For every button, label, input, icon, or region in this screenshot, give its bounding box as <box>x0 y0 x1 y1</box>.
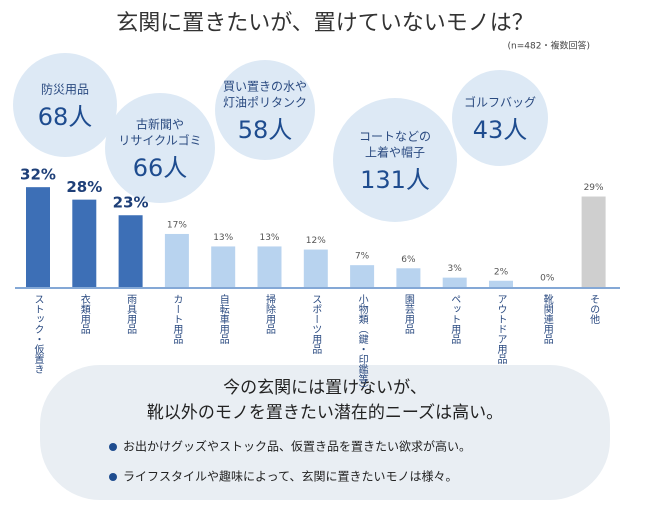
bubble-label: 灯油ポリタンク <box>223 96 307 110</box>
title: 玄関に置きたいが、置けていないモノは？ <box>116 11 534 36</box>
bubble-count: 66人 <box>133 154 188 182</box>
bubble-count: 58人 <box>238 116 293 144</box>
bar <box>164 233 189 287</box>
bar <box>26 187 50 287</box>
value-label: 7% <box>355 252 370 262</box>
value-label: 6% <box>401 255 416 265</box>
summary-heading: 靴以外のモノを置きたい潜在的ニーズは高い。 <box>147 403 503 423</box>
category-label: アウトドア用品 <box>495 294 507 365</box>
value-label: 29% <box>584 183 604 193</box>
bullet-dot <box>109 443 117 451</box>
bubble-label: 防災用品 <box>41 82 89 97</box>
bubble-count: 131人 <box>360 166 430 194</box>
value-label: 2% <box>494 267 509 277</box>
bubble <box>333 98 457 222</box>
category-label: ストック・仮置き <box>32 294 44 374</box>
value-label: 17% <box>167 220 187 230</box>
bubble <box>452 70 548 166</box>
bubble-label: 古新聞や <box>136 117 184 132</box>
note: (n=482・複数回答) <box>508 40 590 52</box>
bubble-label: ゴルフバッグ <box>464 95 536 110</box>
bar <box>581 196 606 287</box>
bar <box>442 277 467 287</box>
bar <box>118 215 143 287</box>
value-label: 13% <box>259 233 279 243</box>
value-label: 12% <box>306 236 326 246</box>
value-label: 23% <box>113 194 149 212</box>
category-label: 小物類（鍵・印鑑等） <box>356 294 368 394</box>
bubble-label: リサイクルゴミ <box>118 133 201 148</box>
bubble-label: 買い置きの水や <box>223 80 307 94</box>
bar <box>489 280 513 287</box>
value-label: 0% <box>540 274 555 284</box>
bubble-label: 上着や帽子 <box>365 145 425 160</box>
value-label: 3% <box>448 264 463 274</box>
bar <box>303 249 328 287</box>
bubble <box>105 93 215 203</box>
bubble-count: 68人 <box>38 103 93 131</box>
bubble <box>215 60 315 160</box>
summary-heading: 今の玄関には置けないが、 <box>223 378 427 398</box>
category-label: ペット用品 <box>449 294 461 345</box>
summary-bullet: お出かけグッズやストック品、仮置き品を置きたい欲求が高い。 <box>123 439 471 454</box>
category-label: 園芸用品 <box>402 294 414 335</box>
value-label: 32% <box>20 166 56 184</box>
value-label: 13% <box>213 233 233 243</box>
category-label: 靴関連用品 <box>541 293 553 345</box>
bubble-label: コートなどの <box>359 130 431 144</box>
bar <box>396 268 421 287</box>
category-label: 雨具用品 <box>125 294 137 335</box>
bar <box>211 246 236 287</box>
category-label: 掃除用品 <box>264 293 276 335</box>
category-label: 衣類用品 <box>78 293 90 335</box>
bar <box>257 246 282 287</box>
category-label: 自転車用品 <box>217 293 229 345</box>
value-label: 28% <box>66 178 102 196</box>
category-label: スポーツ用品 <box>310 294 322 355</box>
bubble <box>13 53 117 157</box>
bar <box>72 199 97 287</box>
category-label: その他 <box>588 294 600 325</box>
bar <box>350 265 375 287</box>
category-label: カート用品 <box>171 294 183 345</box>
summary-bullet: ライフスタイルや趣味によって、玄関に置きたいモノは様々。 <box>123 469 457 484</box>
summary-box <box>40 365 610 500</box>
bubble-count: 43人 <box>473 116 528 144</box>
bullet-dot <box>109 473 117 481</box>
